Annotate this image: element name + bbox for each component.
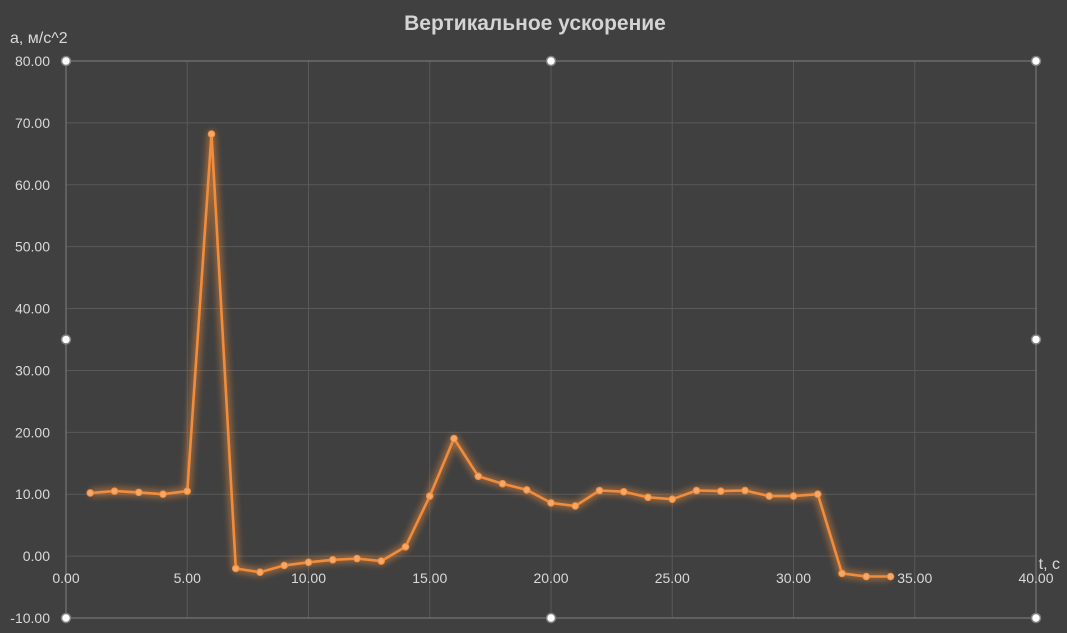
data-point (595, 486, 604, 495)
x-tick-label: 25.00 (655, 570, 690, 586)
data-point (644, 493, 652, 502)
resize-handle[interactable] (1030, 612, 1042, 624)
x-tick-label: 10.00 (291, 570, 326, 586)
x-axis-label: t, с (1039, 556, 1060, 573)
data-point (231, 564, 240, 573)
data-point (716, 487, 725, 495)
data-point (256, 568, 264, 577)
resize-handle[interactable] (60, 55, 72, 67)
y-tick-label: -10.00 (10, 610, 50, 626)
data-point (86, 489, 95, 497)
data-point (668, 495, 677, 503)
data-series (86, 130, 895, 581)
data-point (789, 492, 798, 500)
y-tick-label: 30.00 (15, 362, 50, 378)
data-point (304, 558, 313, 567)
data-point (862, 572, 871, 581)
series-line (90, 132, 891, 578)
x-tick-label: 30.00 (776, 570, 811, 586)
data-point (692, 486, 701, 495)
chart-title: Вертикальное ускорение (404, 12, 666, 35)
data-point (498, 479, 507, 488)
y-tick-label: 10.00 (15, 486, 50, 502)
resize-handle[interactable] (1030, 55, 1042, 67)
data-point (377, 557, 386, 565)
data-point (886, 572, 895, 581)
data-point (765, 492, 774, 500)
data-point (547, 499, 555, 507)
data-point (838, 569, 846, 578)
data-point (450, 434, 458, 443)
data-point (134, 488, 143, 497)
data-point (741, 486, 749, 495)
x-tick-label: 0.00 (52, 570, 79, 586)
resize-handle[interactable] (545, 612, 557, 624)
data-point (522, 486, 531, 494)
y-tick-label: 0.00 (23, 548, 50, 564)
data-point (619, 487, 628, 496)
y-tick-label: 20.00 (15, 424, 50, 440)
data-point (425, 492, 434, 500)
y-tick-label: 50.00 (15, 239, 50, 255)
data-point (183, 487, 192, 495)
selection-handles[interactable] (60, 55, 1042, 624)
data-point (571, 502, 580, 510)
data-point (207, 130, 216, 138)
x-tick-label: 35.00 (897, 570, 932, 586)
x-tick-label: 5.00 (174, 570, 201, 586)
data-point (353, 554, 361, 563)
x-tick-label: 40.00 (1018, 570, 1053, 586)
data-point (110, 487, 119, 495)
resize-handle[interactable] (60, 334, 72, 345)
y-tick-label: 80.00 (15, 53, 50, 69)
x-tick-label: 15.00 (412, 570, 447, 586)
x-tick-label: 20.00 (533, 570, 568, 586)
data-point (813, 490, 822, 499)
data-point (401, 543, 410, 551)
data-point (159, 490, 167, 499)
series-glow (90, 130, 891, 580)
tick-labels: -10.00 0.00 10.00 20.00 30.00 40.00 50.00 60.00… (10, 53, 1053, 626)
resize-handle[interactable] (1030, 334, 1042, 345)
resize-handle[interactable] (60, 612, 72, 624)
y-tick-label: 40.00 (15, 301, 50, 317)
data-point (474, 472, 483, 481)
y-axis-label: a, м/с^2 (10, 30, 68, 47)
data-point (328, 556, 337, 564)
y-tick-label: 70.00 (15, 115, 50, 131)
data-point (280, 561, 289, 570)
resize-handle[interactable] (545, 55, 557, 67)
y-tick-label: 60.00 (15, 177, 50, 193)
